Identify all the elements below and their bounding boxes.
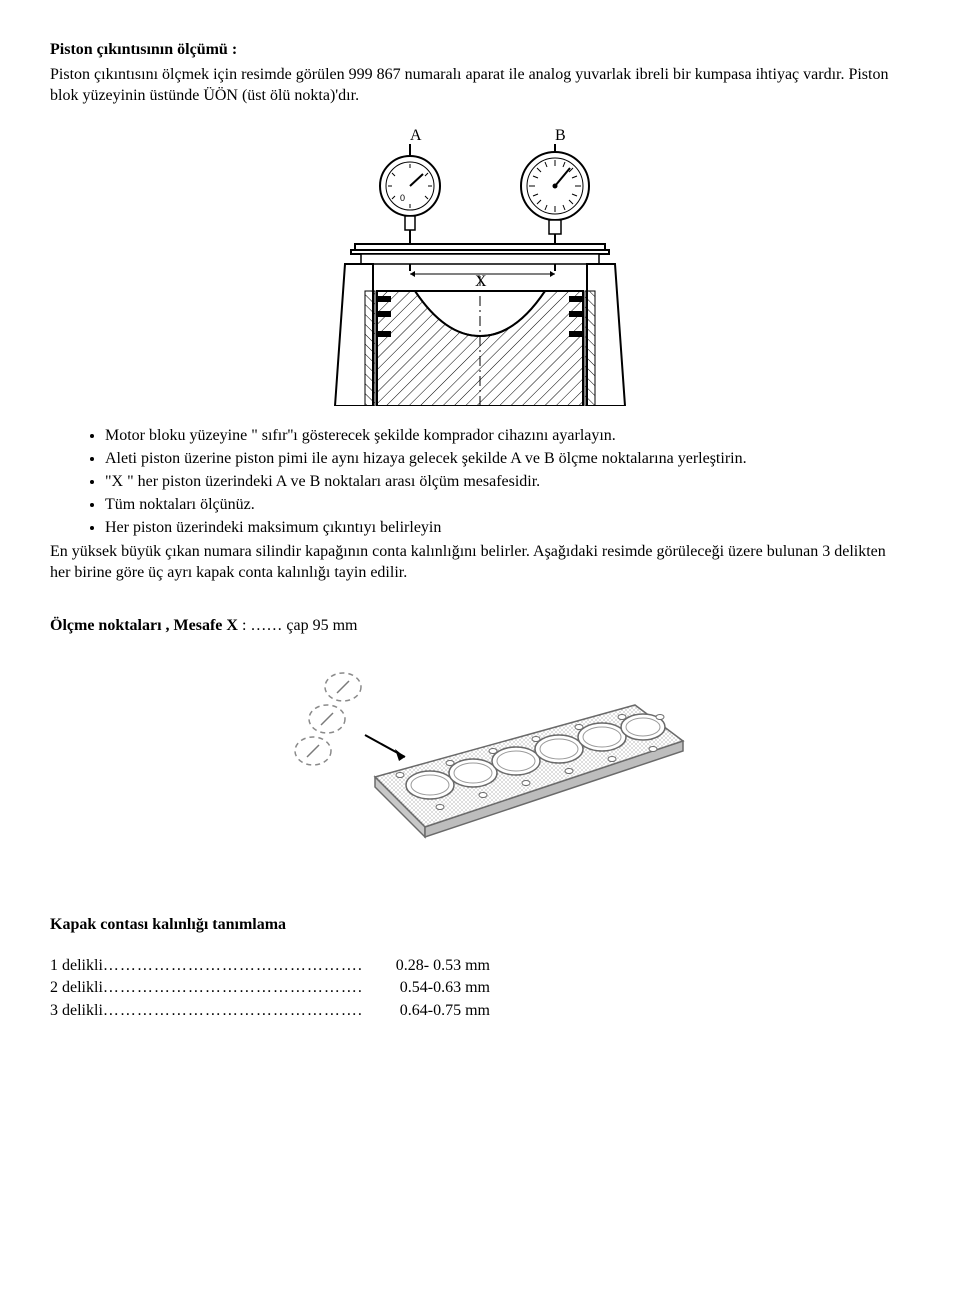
def-value: 0.64-0.75 mm [400,1001,490,1022]
list-item: Her piston üzerindeki maksimum çıkıntıyı… [105,518,910,539]
figure-piston-gauges: A B 0 [315,126,645,406]
def-label: 2 delikli [50,978,103,999]
figure-head-gasket [265,657,695,867]
def-label: 3 delikli [50,1001,103,1022]
heading-gasket-thickness: Kapak contası kalınlığı tanımlama [50,915,910,936]
dots-fill: ………………………………………. [103,956,396,977]
gauge-label-b: B [555,127,566,144]
dots-fill: ………………………………………. [103,978,400,999]
list-item: Aleti piston üzerine piston pimi ile ayn… [105,449,910,470]
measure-points-value: çap 95 mm [286,617,357,634]
gasket-icon [375,705,683,837]
cylinder-section-icon [335,264,625,406]
svg-text:0: 0 [400,193,405,203]
after-list-paragraph: En yüksek büyük çıkan numara silindir ka… [50,542,910,584]
def-value: 0.28- 0.53 mm [396,956,490,977]
list-item: "X " her piston üzerindeki A ve B noktal… [105,472,910,493]
def-value: 0.54-0.63 mm [400,978,490,999]
def-row: 1 delikli ………………………………………. 0.28- 0.53 mm [50,956,910,977]
def-label: 1 delikli [50,956,103,977]
measure-points-label: Ölçme noktaları , Mesafe X [50,617,242,634]
measure-points-sep: : …… [242,617,286,634]
gauge-label-a: A [410,127,422,144]
dimension-x-label: X [475,273,487,290]
def-row: 2 delikli ………………………………………. 0.54-0.63 mm [50,978,910,999]
list-item: Motor bloku yüzeyine " sıfır''ı gösterec… [105,426,910,447]
instruction-list: Motor bloku yüzeyine " sıfır''ı gösterec… [50,426,910,538]
intro-paragraph: Piston çıkıntısını ölçmek için resimde g… [50,65,910,107]
list-item: Tüm noktaları ölçünüz. [105,495,910,516]
def-row: 3 delikli ………………………………………. 0.64-0.75 mm [50,1001,910,1022]
heading-piston-measure: Piston çıkıntısının ölçümü : [50,41,237,58]
dots-fill: ………………………………………. [103,1001,400,1022]
